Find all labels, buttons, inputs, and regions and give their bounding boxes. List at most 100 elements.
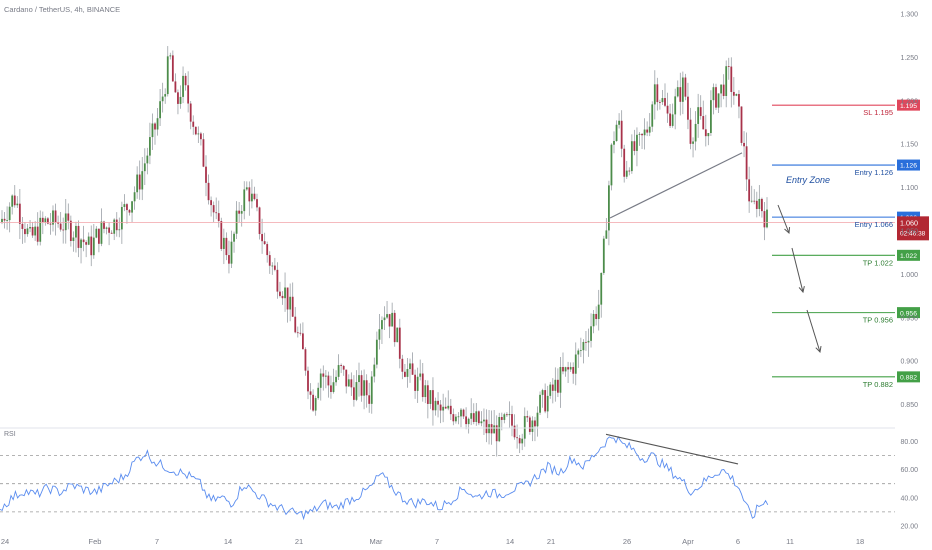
time-axis[interactable]: 24 Feb 7 14 21 Mar 7 14 21 26 Apr 6 11 18 xyxy=(1,537,864,546)
candle-body xyxy=(363,380,365,396)
level-label: Entry 1.066 xyxy=(855,220,893,229)
candle-body xyxy=(171,55,174,82)
candle-body xyxy=(228,255,230,264)
candle-body xyxy=(518,438,521,444)
candle-body xyxy=(110,232,113,234)
candle-body xyxy=(758,198,761,209)
candle-body xyxy=(296,332,299,334)
candle-body xyxy=(233,233,235,242)
candle-body xyxy=(590,326,592,341)
level-tag xyxy=(897,371,920,383)
candle-body xyxy=(276,269,279,292)
candle-body xyxy=(151,123,154,138)
candle-body xyxy=(256,199,258,208)
candle-body xyxy=(585,341,587,343)
candle-body xyxy=(707,133,710,137)
candle-body xyxy=(717,93,720,108)
candle-body xyxy=(225,237,228,256)
candle-body xyxy=(653,84,656,105)
candle-body xyxy=(710,100,712,134)
candle-body xyxy=(103,221,105,229)
candle-body xyxy=(406,369,409,377)
candle-body xyxy=(248,187,251,202)
candle-body xyxy=(511,414,513,426)
candle-body xyxy=(480,421,483,424)
candle-body xyxy=(263,241,266,245)
candle-body xyxy=(123,204,126,207)
price-tick-label: 1.000 xyxy=(900,272,918,279)
candle-body xyxy=(483,419,485,422)
candle-body xyxy=(661,98,664,103)
candle-body xyxy=(735,94,738,96)
candle-body xyxy=(638,133,641,135)
time-tick-label: 24 xyxy=(1,537,9,546)
candle-body xyxy=(414,374,416,391)
candle-body xyxy=(113,219,116,234)
candle-body xyxy=(426,385,429,404)
candle-body xyxy=(569,366,572,370)
candle-body xyxy=(551,384,554,391)
candle-body xyxy=(215,212,218,214)
candle-body xyxy=(720,84,722,94)
candle-body xyxy=(304,349,307,371)
candle-body xyxy=(554,379,557,391)
candle-body xyxy=(18,203,21,224)
level-tag-text: 1.126 xyxy=(900,163,917,170)
candle-body xyxy=(194,126,197,135)
candle-body xyxy=(646,129,649,133)
candle-body xyxy=(327,375,330,386)
candle-body xyxy=(261,234,263,242)
candle-body xyxy=(49,223,52,225)
candle-body xyxy=(732,91,735,96)
candle-body xyxy=(358,375,360,383)
time-tick-label: 14 xyxy=(224,537,232,546)
candle-body xyxy=(564,367,567,372)
candle-body xyxy=(521,438,524,444)
candle-body xyxy=(534,420,536,427)
candle-body xyxy=(368,395,371,404)
level-label: Entry 1.126 xyxy=(855,168,893,177)
candle-body xyxy=(434,400,437,411)
candle-body xyxy=(697,107,700,124)
candle-body xyxy=(64,213,67,231)
candle-body xyxy=(253,193,256,200)
candle-body xyxy=(539,394,541,413)
candle-body xyxy=(182,75,184,97)
candle-body xyxy=(610,144,613,186)
candle-body xyxy=(620,120,623,149)
price-tick-label: 0.900 xyxy=(900,359,918,366)
candle-body xyxy=(587,340,590,343)
candle-body xyxy=(200,133,202,140)
candle-body xyxy=(1,218,3,223)
arrow-head xyxy=(815,346,822,354)
candle-body xyxy=(31,226,34,236)
candle-body xyxy=(763,211,766,228)
candle-body xyxy=(72,237,75,242)
candle-body xyxy=(291,296,294,317)
candle-body xyxy=(386,314,388,318)
candle-body xyxy=(77,225,80,248)
candle-body xyxy=(500,416,503,420)
candle-body xyxy=(600,272,603,305)
arrow-shaft xyxy=(777,204,790,234)
candle-body xyxy=(388,314,391,327)
rsi-tick-label: 20.00 xyxy=(900,524,918,531)
candle-body xyxy=(597,304,600,320)
candle-body xyxy=(279,291,281,296)
price-axis[interactable]: 1.300 1.250 1.200 1.150 1.100 1.050 1.000 0.950… xyxy=(900,12,918,410)
candle-body xyxy=(470,413,473,419)
candle-body xyxy=(222,237,225,249)
candle-body xyxy=(702,116,705,130)
candle-body xyxy=(442,406,445,411)
candle-body xyxy=(360,375,363,396)
time-tick-label: Mar xyxy=(370,537,383,546)
candle-body xyxy=(579,350,582,352)
level-label: SL 1.195 xyxy=(863,108,893,117)
candle-body xyxy=(528,417,531,432)
candle-body xyxy=(217,213,220,222)
price-tick-label: 1.300 xyxy=(900,12,918,19)
candle-body xyxy=(98,228,100,244)
candle-body xyxy=(671,114,674,126)
candle-body xyxy=(210,200,212,206)
